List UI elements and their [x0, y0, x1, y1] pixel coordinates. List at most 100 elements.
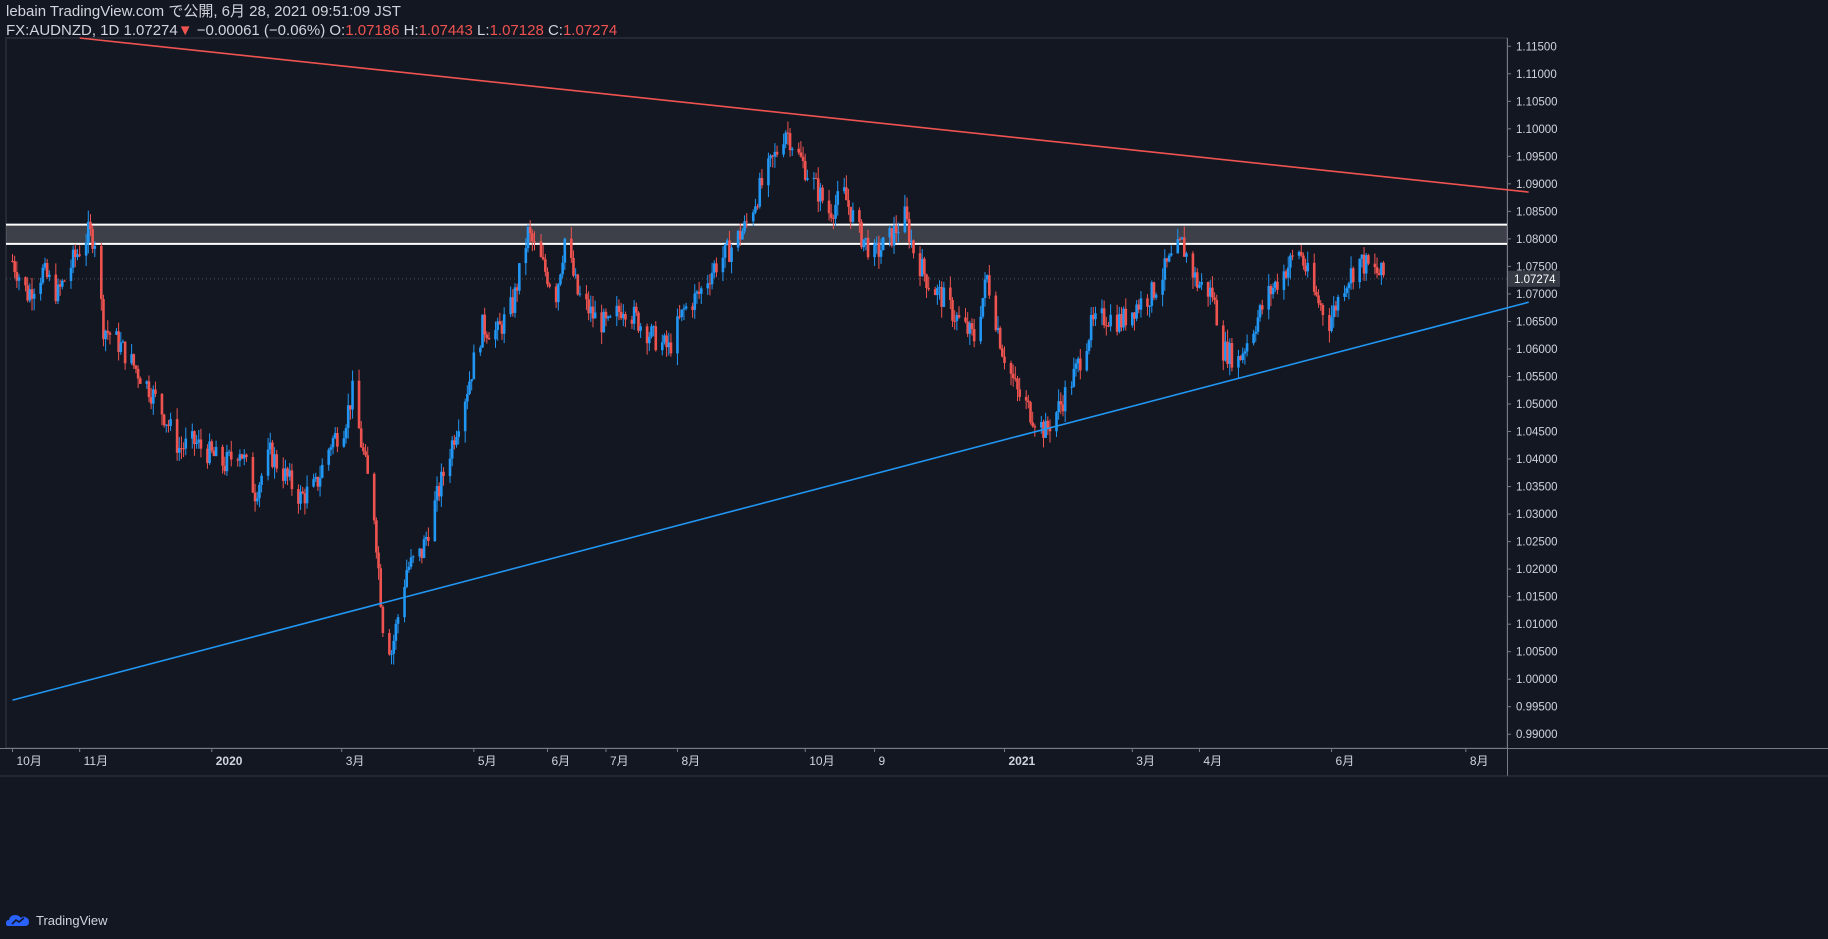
candle-body: [316, 476, 320, 487]
candle-body: [1380, 262, 1383, 276]
candle-body: [1198, 284, 1201, 288]
candle-body: [288, 470, 292, 477]
candle-body: [169, 419, 172, 426]
candle-body: [994, 295, 998, 331]
candle-body: [1180, 237, 1184, 240]
resistance-zone: [6, 224, 1507, 244]
candle-body: [115, 331, 118, 335]
candle-body: [723, 243, 727, 258]
candle-body: [1137, 304, 1141, 310]
candle-body: [1306, 262, 1310, 272]
candle-body: [167, 424, 170, 426]
candle-body: [754, 206, 757, 213]
price-tick-label: 1.04500: [1516, 427, 1558, 439]
candle-body: [1373, 263, 1377, 268]
candle-body: [30, 289, 34, 299]
candle-body: [284, 468, 287, 481]
candle-body: [1230, 343, 1234, 368]
candle-body: [1117, 314, 1121, 332]
candle-body: [654, 326, 658, 351]
candle-body: [858, 210, 861, 222]
candle-body: [245, 454, 248, 457]
candle-body: [927, 287, 930, 290]
candle-body: [240, 454, 244, 459]
candle-body: [331, 438, 335, 448]
candle-body: [28, 289, 32, 301]
time-tick-label: 8月: [1470, 754, 1489, 768]
candle-body: [1165, 258, 1169, 262]
symbol-label[interactable]: FX:AUDNZD, 1D: [6, 22, 120, 39]
candle-body: [208, 441, 211, 464]
down-arrow-icon: ▼: [177, 22, 193, 39]
candle-body: [693, 293, 697, 310]
candle-body: [41, 267, 45, 283]
candle-body: [100, 245, 103, 300]
candle-body: [392, 640, 396, 654]
candle-body: [877, 242, 881, 257]
price-tick-label: 1.02500: [1516, 537, 1558, 549]
candle-body: [487, 337, 491, 340]
candle-body: [829, 213, 833, 218]
candle-body: [102, 299, 105, 340]
candle-body: [652, 326, 655, 328]
candle-body: [381, 606, 385, 633]
candle-body: [1182, 237, 1186, 257]
candle-body: [184, 438, 188, 449]
candle-body: [1364, 255, 1368, 274]
candle-body: [305, 486, 309, 504]
current-price-box: [1508, 270, 1560, 287]
candle-body: [121, 341, 125, 343]
time-tick-label: 3月: [1136, 754, 1155, 768]
open-label: O:: [329, 22, 346, 39]
candle-body: [819, 187, 822, 202]
candle-body: [130, 354, 133, 364]
candle-body: [1076, 358, 1080, 364]
candle-body: [1336, 296, 1340, 311]
candle-body: [182, 448, 185, 450]
candle-body: [483, 314, 486, 335]
candle-body: [472, 352, 476, 380]
candle-body: [1375, 267, 1379, 274]
candle-body: [1267, 286, 1271, 310]
candle-body: [154, 389, 157, 394]
candle-body: [56, 284, 60, 302]
candle-body: [710, 272, 714, 285]
candle-body: [892, 225, 896, 246]
candle-body: [448, 458, 452, 477]
candle-body: [879, 250, 883, 257]
low-value: 1.07128: [489, 22, 544, 39]
candle-body: [866, 237, 870, 258]
candle-body: [849, 206, 853, 222]
candle-body: [682, 308, 686, 310]
candle-body: [559, 274, 562, 285]
candle-body: [45, 263, 49, 278]
close-value: 1.07274: [562, 22, 618, 39]
candle-body: [736, 230, 740, 248]
candle-body: [600, 312, 603, 333]
candle-body: [466, 393, 469, 402]
candle-body: [1362, 254, 1366, 274]
change-value: −0.00061 (−0.06%): [196, 22, 326, 39]
candle-body: [394, 623, 398, 641]
candle-body: [301, 491, 305, 494]
candle-body: [773, 151, 777, 157]
candle-body: [988, 275, 991, 296]
candle-body: [1185, 253, 1188, 257]
candle-body: [160, 393, 164, 415]
candle-body: [1085, 351, 1089, 371]
candle-body: [327, 449, 331, 465]
candle-body: [574, 274, 577, 276]
candle-body: [684, 306, 688, 309]
candle-body: [1024, 396, 1028, 401]
candle-body: [362, 447, 365, 452]
candle-body: [1087, 340, 1091, 352]
tradingview-branding[interactable]: TradingView: [6, 908, 108, 932]
candle-body: [1107, 325, 1110, 327]
candle-body: [730, 247, 733, 262]
candle-body: [1291, 255, 1294, 257]
candle-body: [359, 428, 363, 448]
candle-body: [268, 442, 272, 450]
price-tick-label: 1.10000: [1516, 124, 1558, 136]
candle-body: [453, 440, 456, 445]
